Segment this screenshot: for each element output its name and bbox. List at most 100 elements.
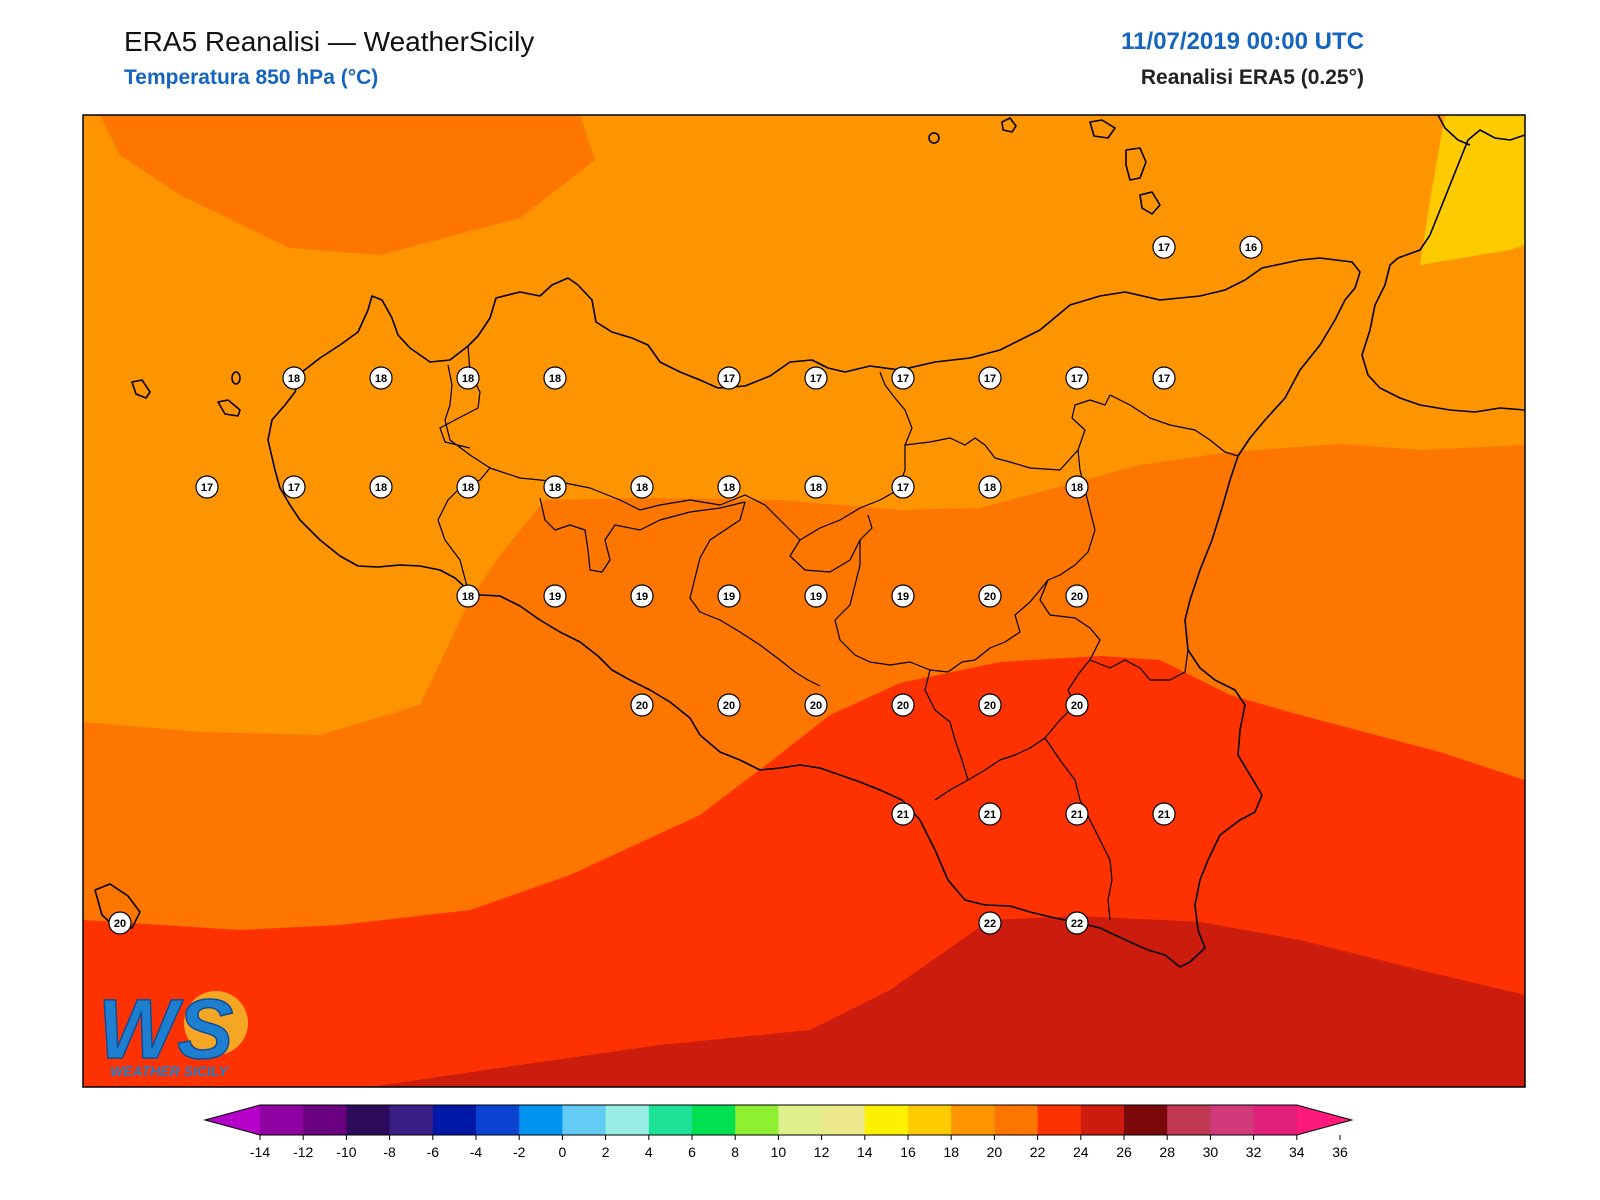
station-value: 18 xyxy=(723,482,735,494)
station-marker: 16 xyxy=(1239,235,1263,259)
station-value: 19 xyxy=(723,591,735,603)
station-marker: 20 xyxy=(1065,584,1089,608)
colorbar-tick-label: -4 xyxy=(470,1144,483,1160)
station-value: 16 xyxy=(1245,242,1257,254)
coastlines xyxy=(94,115,1525,968)
logo-sun-icon xyxy=(184,991,248,1055)
station-value: 22 xyxy=(1071,918,1083,930)
station-marker: 17 xyxy=(195,475,219,499)
station-marker: 19 xyxy=(630,584,654,608)
station-value: 17 xyxy=(1158,242,1170,254)
colorbar-tick-label: 6 xyxy=(688,1144,696,1160)
station-marker: 18 xyxy=(717,475,741,499)
station-circle xyxy=(1065,584,1089,608)
station-circle xyxy=(1239,235,1263,259)
colorbar-tick-label: 2 xyxy=(602,1144,610,1160)
island-salina xyxy=(1089,119,1116,139)
colorbar-swatch xyxy=(260,1105,304,1135)
map-datetime: 11/07/2019 00:00 UTC xyxy=(1121,28,1364,55)
colorbar-tick-label: -8 xyxy=(383,1144,396,1160)
station-marker: 18 xyxy=(456,584,480,608)
band-22-24 xyxy=(370,916,1525,1087)
colorbar-tick-label: 24 xyxy=(1073,1144,1089,1160)
colorbar-tick-label: -14 xyxy=(250,1144,270,1160)
station-value: 20 xyxy=(897,700,909,712)
station-value: 17 xyxy=(810,373,822,385)
colorbar-min-arrow xyxy=(205,1105,260,1135)
station-marker: 20 xyxy=(978,584,1002,608)
colorbar-swatch xyxy=(389,1105,434,1135)
station-circle xyxy=(804,475,828,499)
station-circle xyxy=(891,584,915,608)
station-circle xyxy=(456,584,480,608)
band-14-16 xyxy=(1420,115,1525,265)
station-circle xyxy=(543,475,567,499)
station-marker: 20 xyxy=(804,693,828,717)
station-circle xyxy=(717,584,741,608)
colorbar-tick-label: 36 xyxy=(1332,1144,1348,1160)
station-circle xyxy=(630,475,654,499)
station-value: 17 xyxy=(288,482,300,494)
colorbar-swatch xyxy=(562,1105,607,1135)
station-marker: 19 xyxy=(717,584,741,608)
station-value: 17 xyxy=(201,482,213,494)
temperature-bands xyxy=(83,115,1525,1087)
station-circle xyxy=(630,584,654,608)
station-markers: 18 18 18 18 17 17 17 17 17 17 17 16 17 17 18 18 18 18 18 18… xyxy=(108,235,1263,935)
map-subtitle: Temperatura 850 hPa (°C) xyxy=(124,66,379,89)
colorbar-tick-label: 34 xyxy=(1289,1144,1305,1160)
island-lipari xyxy=(1125,147,1147,181)
island-levanzo xyxy=(231,371,241,385)
station-value: 18 xyxy=(810,482,822,494)
station-value: 18 xyxy=(462,373,474,385)
colorbar-tick-label: 8 xyxy=(731,1144,739,1160)
station-circle xyxy=(108,911,132,935)
station-circle xyxy=(978,475,1002,499)
station-circle xyxy=(1065,366,1089,390)
station-circle xyxy=(630,693,654,717)
station-marker: 17 xyxy=(978,366,1002,390)
station-marker: 17 xyxy=(1152,366,1176,390)
coastline-main-island xyxy=(267,257,1361,968)
station-circle xyxy=(978,802,1002,826)
station-value: 21 xyxy=(984,809,996,821)
station-value: 20 xyxy=(636,700,648,712)
station-marker: 19 xyxy=(891,584,915,608)
colorbar-swatches xyxy=(203,1104,1354,1136)
colorbar-tick-label: 18 xyxy=(943,1144,959,1160)
map-frame xyxy=(82,114,1526,1088)
station-value: 20 xyxy=(1071,700,1083,712)
colorbar-swatch xyxy=(778,1105,823,1135)
station-value: 17 xyxy=(1071,373,1083,385)
station-circle xyxy=(543,584,567,608)
station-value: 21 xyxy=(897,809,909,821)
station-value: 18 xyxy=(984,482,996,494)
colorbar-tick-label: 4 xyxy=(645,1144,653,1160)
station-marker: 18 xyxy=(1065,475,1089,499)
station-circle xyxy=(369,475,393,499)
station-marker: 21 xyxy=(1152,802,1176,826)
station-value: 20 xyxy=(984,700,996,712)
station-marker: 21 xyxy=(978,802,1002,826)
station-value: 20 xyxy=(810,700,822,712)
station-marker: 22 xyxy=(978,911,1002,935)
colorbar-swatch xyxy=(951,1105,995,1135)
station-marker: 18 xyxy=(630,475,654,499)
station-marker: 17 xyxy=(1065,366,1089,390)
station-circle xyxy=(369,366,393,390)
station-marker: 18 xyxy=(456,475,480,499)
colorbar-tick-label: -2 xyxy=(513,1144,526,1160)
station-value: 20 xyxy=(1071,591,1083,603)
colorbar-swatch xyxy=(908,1105,952,1135)
colorbar-tick-label: 30 xyxy=(1203,1144,1219,1160)
colorbar-swatch xyxy=(735,1105,779,1135)
station-value: 19 xyxy=(549,591,561,603)
station-circle xyxy=(282,475,306,499)
station-value: 18 xyxy=(636,482,648,494)
station-marker: 19 xyxy=(543,584,567,608)
colorbar-tick-label: 32 xyxy=(1246,1144,1262,1160)
colorbar-swatch xyxy=(346,1105,391,1135)
station-value: 21 xyxy=(1158,809,1170,821)
station-marker: 22 xyxy=(1065,911,1089,935)
